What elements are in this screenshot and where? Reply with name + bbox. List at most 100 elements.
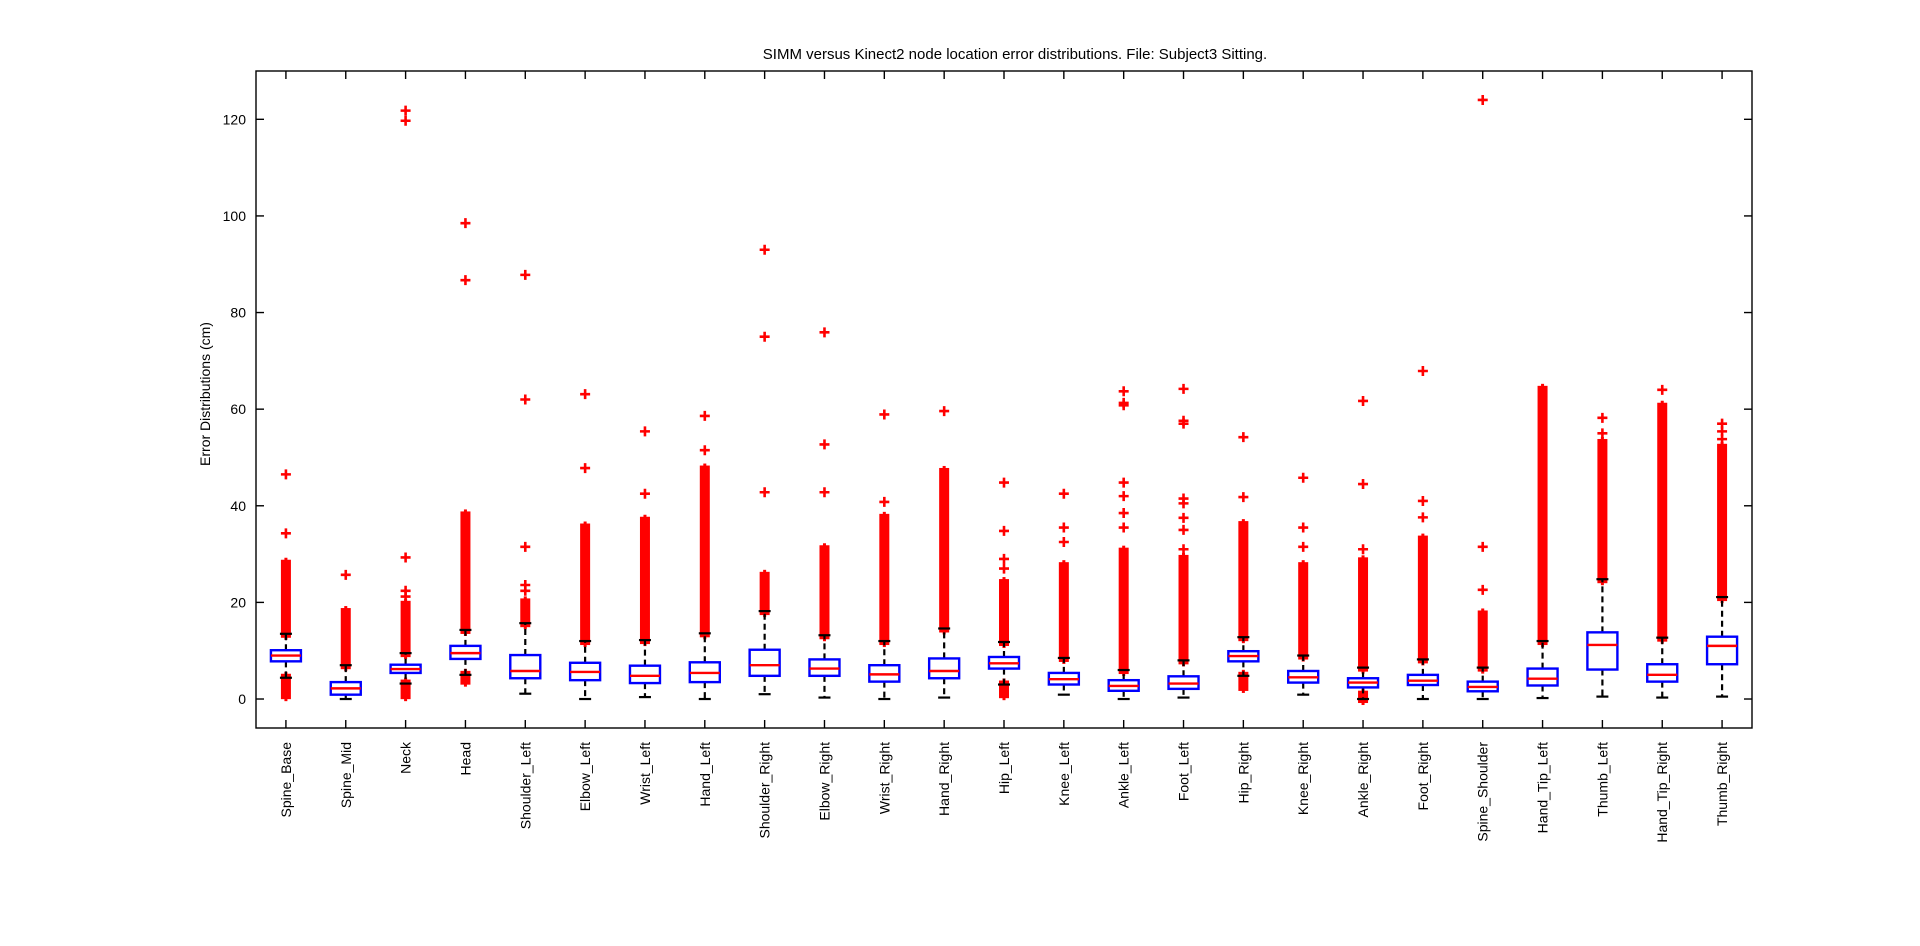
outlier-marker [400,105,411,116]
outlier-band-core [1241,669,1245,693]
outlier-marker [460,218,471,229]
outlier-band-core [463,668,467,687]
outlier-marker [1118,397,1129,408]
outlier-marker [400,585,411,596]
outlier-band-core [1720,441,1724,604]
x-tick-label: Head [457,742,473,775]
outlier-band-core [284,557,288,640]
x-tick-label: Hand_Tip_Right [1654,742,1670,843]
outlier-marker [1298,541,1309,552]
box-ankle-left [1107,386,1140,701]
outlier-marker [1058,537,1069,548]
outlier-band-core [882,511,886,648]
outlier-marker [879,496,890,507]
x-tick-label: Ankle_Left [1116,742,1132,808]
outlier-band-core [1361,555,1365,674]
x-tick-label: Foot_Left [1176,742,1192,801]
outlier-marker [340,569,351,580]
y-axis-label: Error Distributions (cm) [197,322,213,466]
outlier-marker [1358,479,1369,490]
x-tick-label: Spine_Base [278,742,294,818]
outlier-marker [1417,365,1428,376]
outlier-marker [639,488,650,499]
outlier-marker [1597,412,1608,423]
outlier-marker [1597,428,1608,439]
outlier-band-core [344,606,348,672]
outlier-band-core [1002,577,1006,649]
outlier-band-core [643,514,647,647]
box-head [449,218,482,687]
box-hand-right [927,406,961,699]
outlier-band-core [523,596,527,630]
box-series [269,94,1739,706]
x-tick-label: Knee_Left [1056,742,1072,806]
x-tick-label: Wrist_Left [637,742,653,805]
outlier-band-core [1481,608,1485,674]
box-neck [389,105,422,702]
outlier-band-core [1361,688,1365,706]
box-iqr [1646,663,1679,683]
outlier-marker [1058,488,1069,499]
y-tick-label: 20 [230,594,246,610]
y-tick-label: 60 [230,401,246,417]
x-tick-label: Hand_Left [697,742,713,807]
box-iqr [1526,667,1559,687]
outlier-marker [1118,522,1129,533]
outlier-band-core [583,521,587,648]
outlier-marker [280,469,291,480]
box-shoulder-left [509,269,542,695]
y-tick-label: 80 [230,305,246,321]
box-foot-left [1167,383,1200,699]
box-iqr [748,648,781,678]
outlier-marker [1118,491,1129,502]
x-tick-label: Hip_Right [1235,742,1251,804]
outlier-marker [1178,493,1189,504]
box-iqr [1586,631,1619,671]
box-iqr [628,664,662,685]
outlier-marker [1477,94,1488,105]
outlier-marker [1477,541,1488,552]
box-elbow-left [568,389,602,701]
x-tick-label: Thumb_Left [1594,742,1610,817]
outlier-marker [460,275,471,286]
x-tick-label: Spine_Shoulder [1475,742,1491,842]
outlier-marker [1477,584,1488,595]
box-iqr [1705,635,1739,666]
box-thumb-left [1586,412,1619,698]
x-tick-label: Neck [398,741,414,774]
outlier-band-core [1062,560,1066,664]
outlier-marker [1178,524,1189,535]
box-shoulder-right [748,244,781,696]
outlier-band-core [1600,436,1604,586]
x-tick-label: Hand_Right [936,742,952,816]
x-tick-label: Shoulder_Right [757,742,773,839]
outlier-marker [819,327,830,338]
outlier-marker [819,439,830,450]
outlier-marker [999,525,1009,536]
x-tick-label: Thumb_Right [1714,742,1730,826]
x-tick-label: Elbow_Right [816,742,832,821]
outlier-marker [1358,395,1369,406]
outlier-band-core [1002,678,1006,701]
outlier-band-core [703,463,707,640]
box-hand-left [688,410,721,701]
x-tick-label: Hand_Tip_Left [1535,742,1551,833]
outlier-band-core [763,569,767,618]
box-iqr [509,653,542,680]
y-tick-label: 120 [223,111,247,127]
box-wrist-left [628,426,662,699]
outlier-marker [280,528,291,539]
outlier-marker [1178,512,1189,523]
outlier-marker [580,463,591,474]
outlier-marker [819,487,830,498]
outlier-marker [879,409,890,420]
box-spine-mid [329,569,362,701]
outlier-marker [1417,512,1428,523]
outlier-marker [1118,386,1129,397]
outlier-marker [1118,477,1129,488]
outlier-band-core [404,598,408,660]
outlier-marker [759,487,770,498]
outlier-marker [1717,418,1728,429]
outlier-band-core [1122,545,1126,677]
outlier-marker [699,445,710,456]
